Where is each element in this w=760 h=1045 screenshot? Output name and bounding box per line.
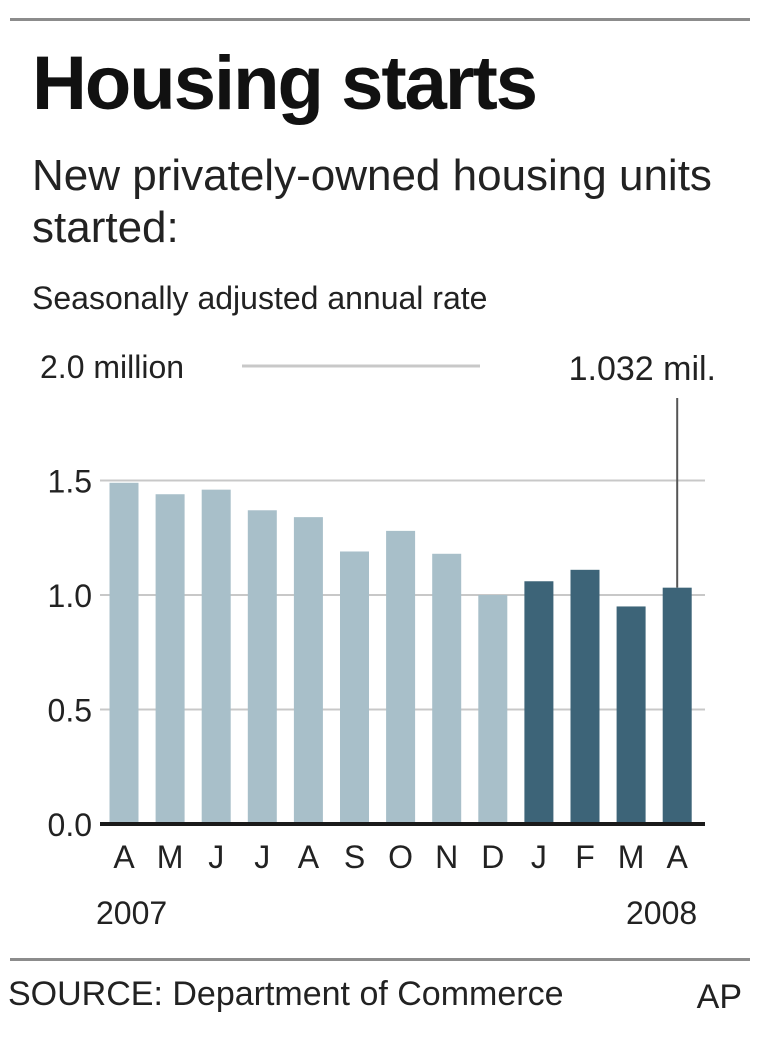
chart-subtitle: New privately-owned housing units starte… — [32, 151, 712, 252]
source-note: SOURCE: Department of Commerce — [8, 975, 564, 1013]
year-label: 2008 — [626, 895, 697, 931]
bar-2007-4 — [293, 517, 323, 824]
x-tick-label: J — [208, 839, 224, 875]
x-tick-label: J — [531, 839, 547, 875]
x-tick-label: A — [113, 839, 135, 875]
bar-2007-1 — [155, 494, 185, 824]
y-tick-label: 0.0 — [48, 807, 92, 843]
y-tick-label: 1.5 — [48, 464, 92, 500]
bar-2008-9 — [524, 581, 554, 824]
bar-2008-10 — [570, 569, 600, 824]
x-tick-label: O — [388, 839, 413, 875]
x-tick-label: N — [435, 839, 458, 875]
y-tick-label: 2.0 million — [40, 349, 184, 385]
x-tick-label: M — [618, 839, 645, 875]
x-tick-label: A — [298, 839, 320, 875]
x-tick-label: A — [667, 839, 689, 875]
rate-note: Seasonally adjusted annual rate — [32, 280, 488, 316]
x-tick-label: S — [344, 839, 365, 875]
x-tick-label: J — [254, 839, 270, 875]
top-rule — [10, 18, 750, 21]
bar-2007-6 — [386, 530, 416, 824]
bar-2007-2 — [201, 489, 231, 824]
year-label: 2007 — [96, 895, 167, 931]
bar-2007-5 — [340, 551, 369, 824]
chart-title: Housing starts — [32, 41, 538, 126]
bar-2007-3 — [247, 510, 277, 824]
bar-2007-0 — [109, 482, 139, 824]
x-tick-label: D — [481, 839, 504, 875]
bar-2007-7 — [432, 553, 462, 824]
bar-2008-11 — [616, 606, 646, 824]
credit-label: AP — [696, 978, 742, 1016]
y-tick-label: 1.0 — [48, 578, 92, 614]
y-tick-label: 0.5 — [48, 693, 92, 729]
x-tick-label: F — [575, 839, 595, 875]
bar-2007-8 — [478, 595, 508, 824]
bar-2008-12 — [662, 587, 692, 824]
x-tick-label: M — [157, 839, 184, 875]
bottom-rule — [10, 958, 750, 961]
annotation-label: 1.032 mil. — [569, 350, 716, 388]
